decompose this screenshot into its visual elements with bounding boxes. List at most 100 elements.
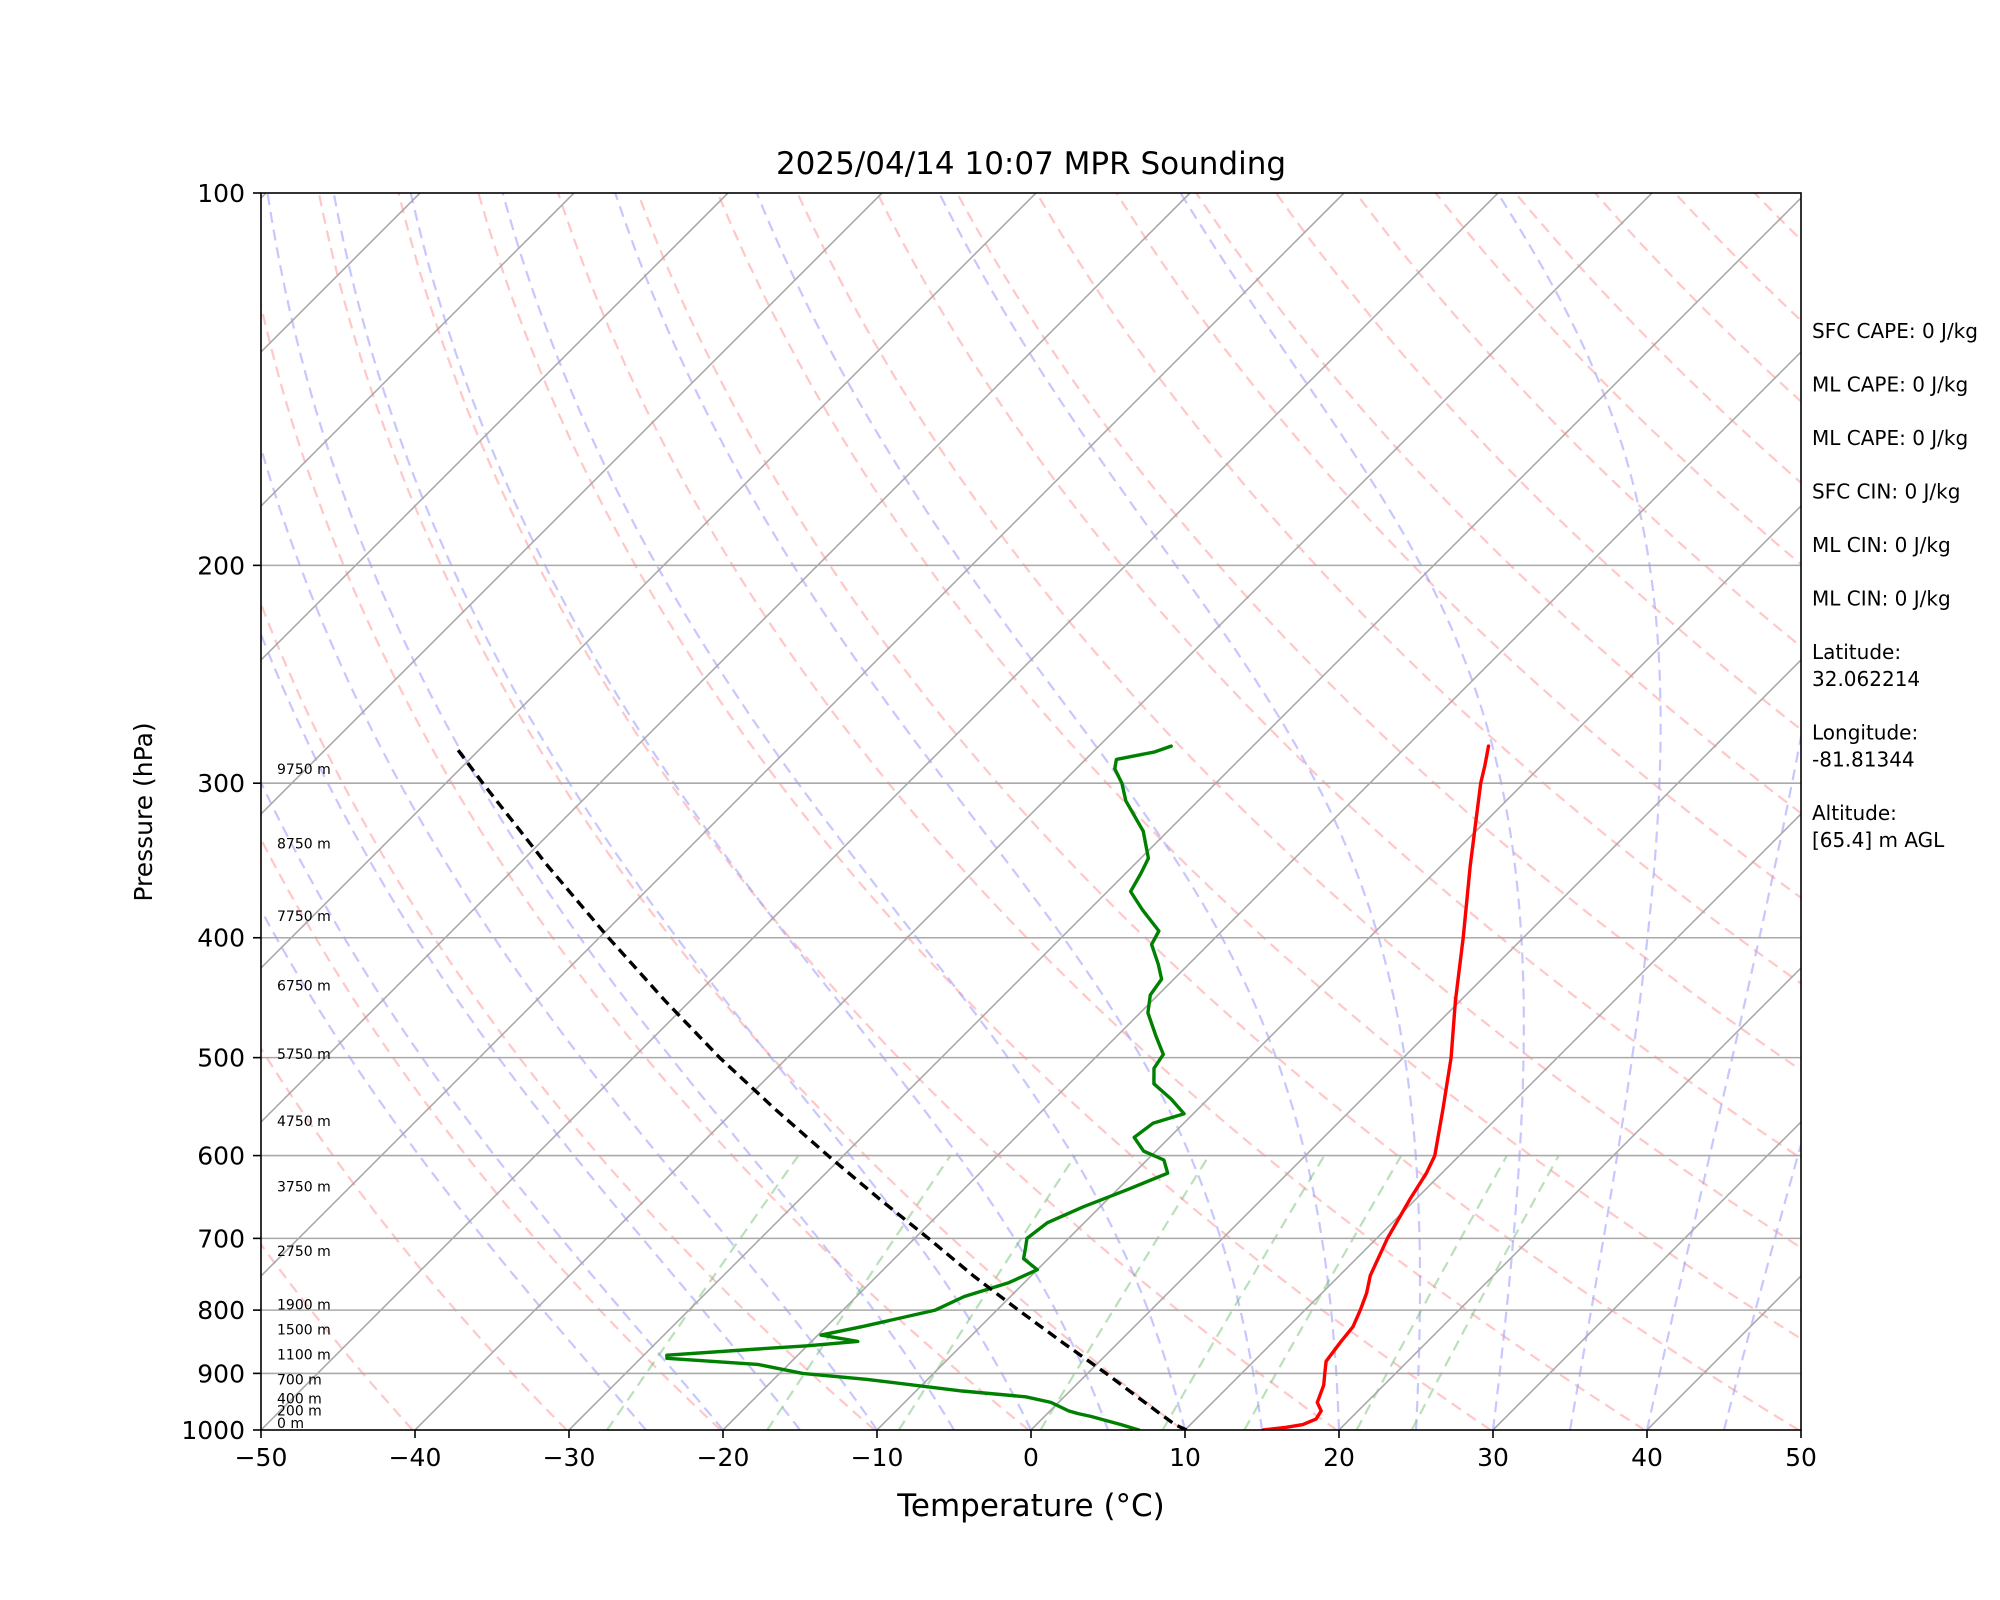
height-label: 0 m [277,1416,304,1432]
stat-line: ML CIN: 0 J/kg [1812,533,1951,557]
height-label: 1500 m [277,1322,331,1338]
mixing-ratio-line [897,1154,1077,1430]
stat-line: ML CIN: 0 J/kg [1812,587,1951,611]
y-tick-label: 200 [197,551,245,580]
dry-adiabat-line [1035,193,1801,985]
mixing-ratio-line [1161,1155,1326,1430]
dry-adiabat-line [1195,193,1801,815]
height-label: 2750 m [277,1244,331,1260]
x-axis-ticks: −50 −40 −30 −20 −10 0 10 20 30 40 50 [235,1430,1817,1472]
isotherm-line [261,193,729,662]
height-label: 7750 m [277,909,331,925]
dry-adiabat-line [636,193,1800,1430]
dry-adiabat-line [876,193,1801,1160]
x-tick-label: −30 [543,1443,596,1472]
x-tick-label: −50 [235,1443,288,1472]
y-tick-label: 900 [197,1359,245,1388]
isotherm-line [261,193,1037,970]
moist-adiabat-line [1722,1140,1801,1430]
x-tick-label: 30 [1477,1443,1509,1472]
dry-adiabat-line [1514,193,1801,485]
moist-adiabat-line [332,193,1032,1430]
stat-value: -81.81344 [1812,748,1915,772]
x-tick-label: 0 [1023,1443,1039,1472]
isotherm-line [261,193,575,508]
height-label: 1100 m [277,1347,331,1363]
dry-adiabat-line [1354,193,1801,648]
isotherm-line [568,196,1801,1430]
dry-adiabat-line [796,193,1801,1250]
y-tick-label: 600 [197,1142,245,1171]
dry-adiabat-line [261,836,722,1430]
height-label: 1900 m [277,1297,331,1313]
isotherm-line [261,193,883,816]
moist-adiabat-line [261,907,647,1430]
moist-adiabat-line [755,193,1341,1430]
moist-adiabat-line [266,193,955,1430]
moist-adiabat-line [938,193,1422,1430]
moist-adiabat-line [1179,193,1525,1430]
height-label: 200 m [277,1403,322,1419]
mixing-ratio-line [1410,1155,1560,1430]
dewpoint-line [665,744,1186,1430]
dry-adiabat-line [1275,193,1801,731]
moist-adiabat-line [614,193,1264,1430]
plot-frame [260,192,1802,1431]
height-label: 400 m [277,1391,322,1407]
y-tick-label: 400 [197,924,245,953]
isotherm-line [261,193,1191,1124]
mixing-ratio-line [1243,1155,1403,1430]
moist-adiabat-line [261,779,724,1430]
x-tick-label: 40 [1631,1443,1663,1472]
mixing-ratio-line [766,1154,952,1430]
y-tick-label: 300 [197,769,245,798]
background-lines [261,193,2000,1430]
isotherm-line [414,193,1653,1430]
moist-adiabat-line [501,193,1187,1430]
isotherm-line [1492,1120,1801,1430]
dry-adiabat-line [956,193,1801,1072]
isobar-grid [261,564,1801,1375]
isotherm-line [876,504,1801,1430]
y-tick-label: 800 [197,1296,245,1325]
stat-line: ML CAPE: 0 J/kg [1812,373,1968,397]
x-tick-label: 50 [1785,1443,1817,1472]
dry-adiabat-line [1994,193,2000,1430]
y-tick-label: 500 [197,1044,245,1073]
height-label: 700 m [277,1372,322,1388]
dry-adiabat-line [397,193,1338,1430]
isotherm-line [722,350,1801,1430]
isotherm-line [261,193,1499,1430]
dry-adiabat-line [1594,193,1801,403]
dry-adiabat-line [477,193,1492,1430]
x-axis-label: Temperature (°C) [896,1488,1165,1524]
chart-title: 2025/04/14 10:07 MPR Sounding [776,146,1286,182]
stat-label: Longitude: [1812,721,1918,745]
height-label: 5750 m [277,1047,331,1063]
stat-line: SFC CAPE: 0 J/kg [1812,319,1978,343]
x-tick-label: −10 [851,1443,904,1472]
dry-adiabat-line [261,601,876,1430]
stat-label: Altitude: [1812,801,1897,825]
stat-line: SFC CIN: 0 J/kg [1812,480,1960,504]
parcel-line [453,745,1188,1430]
moist-adiabat-line [1645,730,1801,1430]
temperature-line [1261,744,1491,1430]
height-label: 3750 m [277,1180,331,1196]
isotherm-line [1030,658,1801,1430]
height-label: 4750 m [277,1114,331,1130]
moist-adiabat-line [1496,193,1662,1430]
y-axis-ticks: 100 200 300 400 500 600 700 800 900 1000 [181,179,261,1445]
isotherm-line [1338,966,1801,1430]
isotherm-line [1184,812,1801,1430]
dry-adiabat-line [261,1046,568,1430]
moist-adiabat-line [261,631,801,1430]
dry-adiabat-line [261,301,1030,1430]
moist-adiabat-line [409,193,1110,1430]
x-tick-label: 20 [1323,1443,1355,1472]
stat-value: 32.062214 [1812,667,1920,691]
moist-adiabat-line [261,444,878,1430]
stat-line: ML CAPE: 0 J/kg [1812,426,1968,450]
height-label: 9750 m [277,762,331,778]
